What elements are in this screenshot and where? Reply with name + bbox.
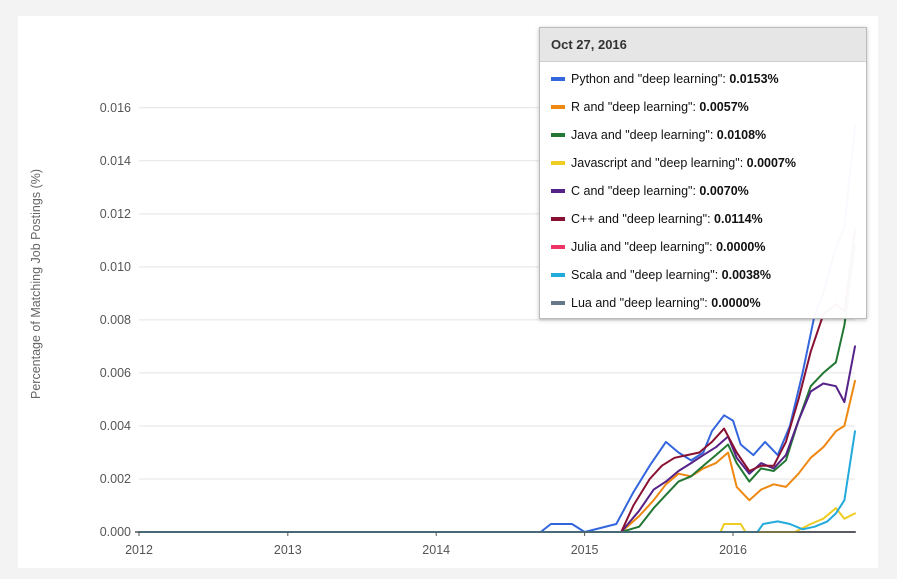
tooltip-row: Lua and "deep learning": 0.0000%	[551, 289, 761, 317]
series-swatch	[551, 160, 565, 165]
series-line-javascript[interactable]	[138, 507, 856, 533]
series-line-c[interactable]	[138, 345, 856, 533]
x-tick-label: 2012	[125, 543, 153, 557]
y-tick-label: 0.014	[100, 154, 131, 168]
y-tick-label: 0.012	[100, 207, 131, 221]
x-tick-label: 2014	[422, 543, 450, 557]
series-swatch	[551, 216, 565, 221]
series-line-cpp[interactable]	[138, 228, 856, 533]
x-tick-label: 2013	[274, 543, 302, 557]
y-tick-label: 0.016	[100, 101, 131, 115]
tooltip-row: Javascript and "deep learning": 0.0007%	[551, 149, 796, 177]
tooltip-series-value: 0.0108%	[716, 128, 767, 142]
series-line-r[interactable]	[138, 379, 856, 533]
y-tick-label: 0.008	[100, 313, 131, 327]
tooltip-separator: :	[714, 268, 722, 282]
tooltip-row: Julia and "deep learning": 0.0000%	[551, 233, 765, 261]
tooltip-series-value: 0.0153%	[729, 72, 779, 86]
series-swatch	[551, 132, 565, 137]
series-swatch	[551, 76, 565, 81]
series-line-scala[interactable]	[138, 430, 856, 533]
tooltip-row: C++ and "deep learning": 0.0114%	[551, 205, 763, 233]
tooltip-series-value: 0.0114%	[714, 212, 763, 226]
tooltip-separator: :	[692, 184, 700, 198]
series-line-java[interactable]	[138, 244, 856, 533]
tooltip-series-value: 0.0057%	[699, 100, 749, 114]
tooltip-series-value: 0.0070%	[699, 184, 749, 198]
tooltip-separator: :	[722, 72, 730, 86]
tooltip-separator: :	[707, 212, 715, 226]
tooltip-series-label: Java and "deep learning"	[571, 128, 710, 142]
tooltip-separator: :	[704, 296, 712, 310]
y-tick-label: 0.010	[100, 260, 131, 274]
x-tick-label: 2016	[719, 543, 747, 557]
series-swatch	[551, 244, 565, 249]
tooltip-row: Scala and "deep learning": 0.0038%	[551, 261, 771, 289]
tooltip-separator: :	[709, 128, 717, 142]
tooltip-separator: :	[739, 156, 747, 170]
y-tick-label: 0.002	[100, 472, 131, 486]
hover-tooltip: Oct 27, 2016 Python and "deep learning":…	[539, 27, 867, 319]
tooltip-series-label: Python and "deep learning"	[571, 72, 723, 86]
y-tick-label: 0.004	[100, 419, 131, 433]
tooltip-series-label: Julia and "deep learning"	[571, 240, 710, 254]
tooltip-series-value: 0.0000%	[711, 296, 761, 310]
line-chart[interactable]: 0.000 0.002 0.004 0.006 0.008 0.010 0.012 0.014…	[18, 16, 878, 568]
chart-panel: 0.000 0.002 0.004 0.006 0.008 0.010 0.012 0.014…	[18, 16, 878, 568]
series-line-python[interactable]	[138, 125, 856, 533]
series-swatch	[551, 300, 565, 305]
tooltip-series-label: Scala and "deep learning"	[571, 268, 715, 282]
series-swatch	[551, 188, 565, 193]
tooltip-series-label: C++ and "deep learning"	[571, 212, 708, 226]
tooltip-date: Oct 27, 2016	[540, 28, 866, 62]
tooltip-series-value: 0.0038%	[721, 268, 772, 282]
tooltip-series-value: 0.0000%	[716, 240, 766, 254]
tooltip-row: R and "deep learning": 0.0057%	[551, 93, 749, 121]
tooltip-separator: :	[692, 100, 700, 114]
series-swatch	[551, 272, 565, 277]
x-tick-label: 2015	[571, 543, 599, 557]
tooltip-series-label: C and "deep learning"	[571, 184, 693, 198]
y-tick-label: 0.000	[100, 525, 131, 539]
tooltip-row: C and "deep learning": 0.0070%	[551, 177, 749, 205]
tooltip-row: Python and "deep learning": 0.0153%	[551, 65, 779, 93]
y-axis-title: Percentage of Matching Job Postings (%)	[29, 169, 43, 399]
y-tick-label: 0.006	[100, 366, 131, 380]
series-swatch	[551, 104, 565, 109]
tooltip-series-label: R and "deep learning"	[571, 100, 693, 114]
tooltip-series-value: 0.0007%	[746, 156, 797, 170]
tooltip-row: Java and "deep learning": 0.0108%	[551, 121, 766, 149]
tooltip-series-label: Lua and "deep learning"	[571, 296, 705, 310]
tooltip-series-label: Javascript and "deep learning"	[571, 156, 740, 170]
tooltip-separator: :	[709, 240, 717, 254]
